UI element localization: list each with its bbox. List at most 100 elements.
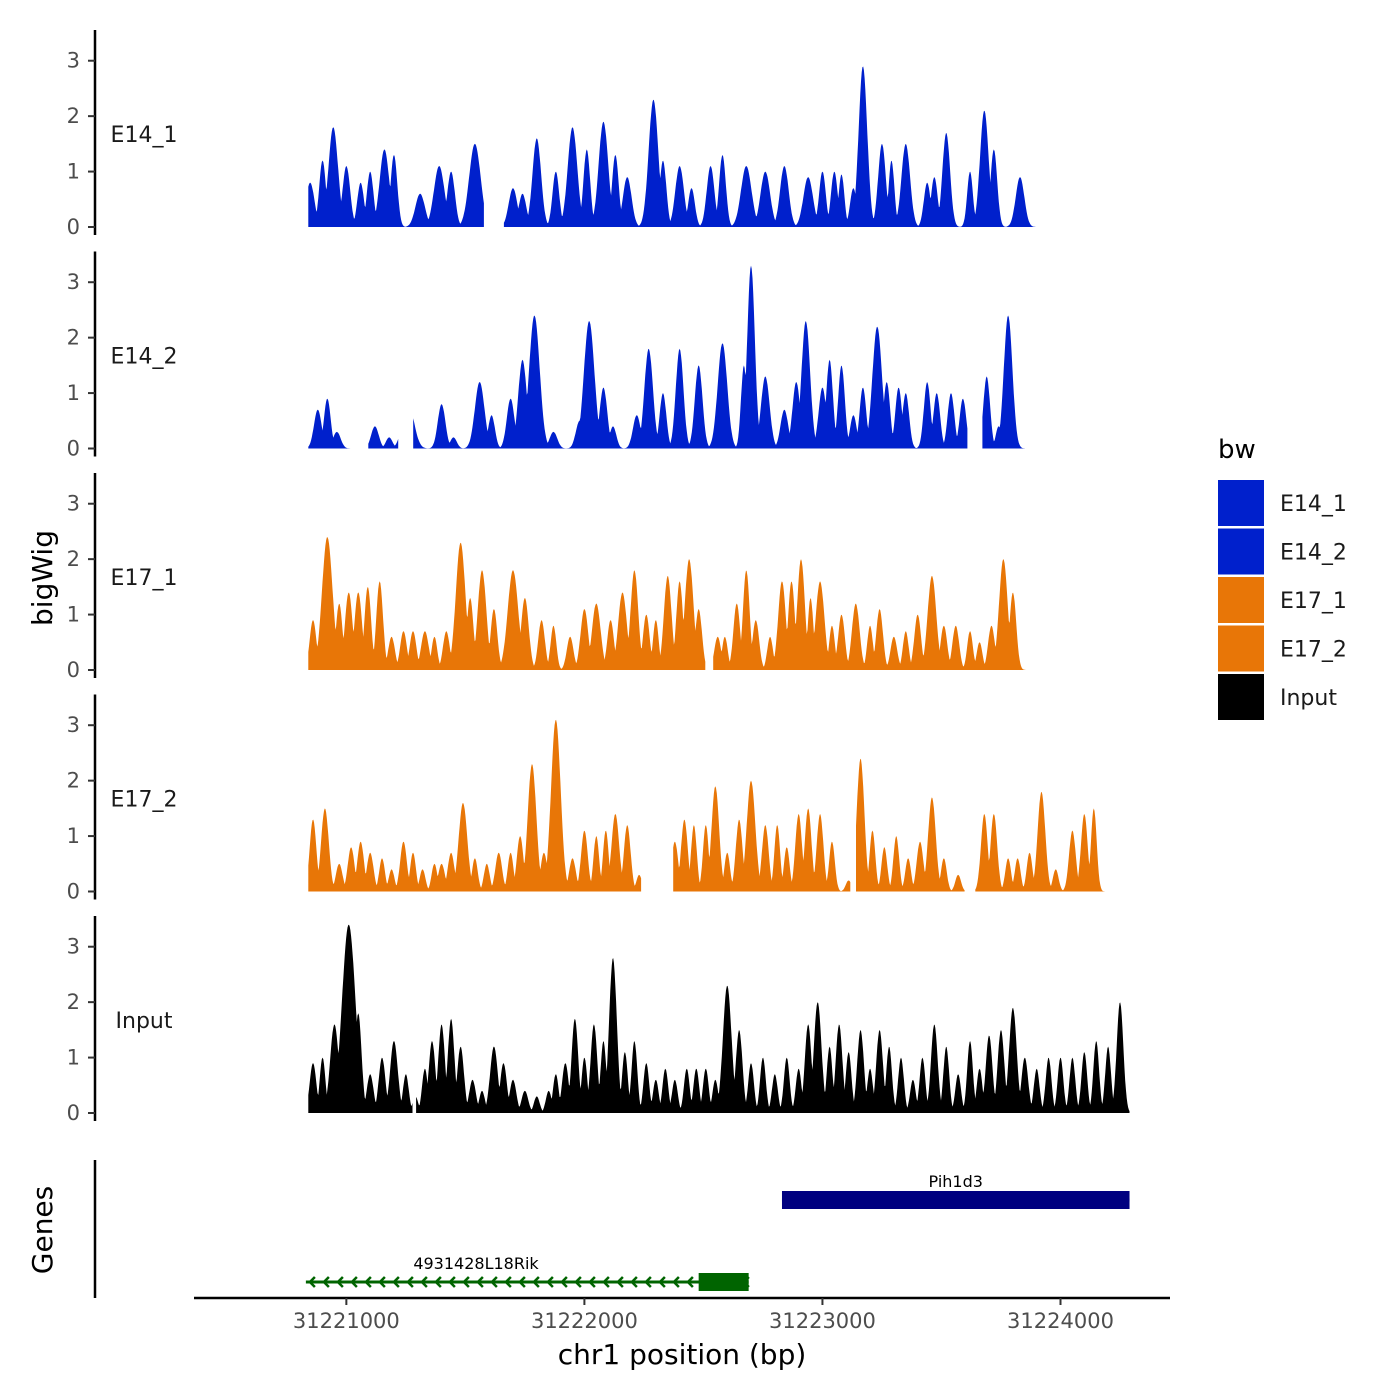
legend-label: Input xyxy=(1280,686,1337,711)
y-tick-label: 0 xyxy=(67,215,80,239)
coverage-area-e17_1-0 xyxy=(308,537,706,670)
genes-panel: Pih1d3 4931428L18Rik xyxy=(93,1160,1130,1298)
strand-arrow xyxy=(448,1276,456,1288)
y-tick-label: 2 xyxy=(67,547,80,571)
strand-arrow xyxy=(476,1276,484,1288)
coverage-area-e17_2-3 xyxy=(975,791,1130,892)
track-label: Input xyxy=(116,1009,173,1034)
strand-arrow xyxy=(364,1276,372,1288)
legend-title: bw xyxy=(1218,435,1256,465)
strand-arrow xyxy=(616,1276,624,1288)
legend-label: E17_2 xyxy=(1280,638,1347,663)
strand-arrow xyxy=(420,1276,428,1288)
strand-arrow xyxy=(588,1276,596,1288)
coverage-area-e14_2-3 xyxy=(982,315,1130,449)
y-tick-label: 1 xyxy=(67,1046,80,1070)
y-tick-label: 2 xyxy=(67,326,80,350)
coverage-area-input-1 xyxy=(416,958,1130,1113)
strand-arrow xyxy=(462,1276,470,1288)
coverage-area-e14_1-1 xyxy=(503,66,1096,227)
x-tick-label: 31221000 xyxy=(293,1309,400,1333)
y-tick-label: 3 xyxy=(67,49,80,73)
legend: bw E14_1 E14_2 E17_1 E17_2 Input xyxy=(1218,435,1347,720)
strand-arrow xyxy=(336,1276,344,1288)
y-tick-label: 0 xyxy=(67,437,80,461)
legend-key-e17_2 xyxy=(1218,625,1264,672)
y-tick-label: 1 xyxy=(67,381,80,405)
strand-arrow xyxy=(630,1276,638,1288)
gene-label: Pih1d3 xyxy=(929,1172,983,1191)
strand-arrow xyxy=(658,1276,666,1288)
track-panel-e14_2: 0 1 2 3 E14_2 xyxy=(67,251,1130,461)
strand-arrow xyxy=(490,1276,498,1288)
legend-label: E14_1 xyxy=(1280,492,1347,517)
y-tick-label: 2 xyxy=(67,769,80,793)
coverage-area-e14_2-1 xyxy=(368,426,399,449)
track-panel-input: 0 1 2 3 Input xyxy=(67,916,1130,1125)
legend-key-e14_1 xyxy=(1218,480,1264,526)
strand-arrow xyxy=(532,1276,540,1288)
track-label: E17_1 xyxy=(111,566,178,591)
track-label: E14_2 xyxy=(111,345,178,370)
x-tick-label: 31222000 xyxy=(531,1309,638,1333)
genes-axis-title: Genes xyxy=(26,1186,59,1274)
legend-key-e17_1 xyxy=(1218,577,1264,623)
strand-arrow xyxy=(518,1276,526,1288)
strand-arrow xyxy=(546,1276,554,1288)
coverage-area-e14_1-0 xyxy=(308,127,484,227)
y-tick-label: 0 xyxy=(67,1101,80,1125)
gene-exon xyxy=(781,1191,1130,1209)
y-tick-label: 3 xyxy=(67,270,80,294)
coverage-area-e14_2-0 xyxy=(308,398,356,449)
tracks-layer: 0 1 2 3 E14_1 0 1 2 3 E14_2 0 1 2 3 E17_1 0 1 2 3 E17_2 0 1 2 3… xyxy=(67,30,1130,1125)
y-tick-label: 3 xyxy=(67,492,80,516)
track-panel-e14_1: 0 1 2 3 E14_1 xyxy=(67,30,1096,239)
y-tick-label: 2 xyxy=(67,990,80,1014)
y-tick-label: 1 xyxy=(67,603,80,627)
x-axis: 31221000 31222000 31223000 31224000 xyxy=(194,1296,1170,1333)
strand-arrow xyxy=(392,1276,400,1288)
y-tick-label: 0 xyxy=(67,880,80,904)
strand-arrow xyxy=(602,1276,610,1288)
strand-arrow xyxy=(686,1276,694,1288)
strand-arrow xyxy=(308,1276,316,1288)
legend-key-e14_2 xyxy=(1218,528,1264,575)
legend-label: E14_2 xyxy=(1280,541,1347,566)
strand-arrow xyxy=(434,1276,442,1288)
y-tick-label: 1 xyxy=(67,824,80,848)
x-tick-label: 31224000 xyxy=(1007,1309,1114,1333)
gene-label: 4931428L18Rik xyxy=(413,1254,539,1273)
coverage-area-e17_2-2 xyxy=(856,758,965,892)
strand-arrow xyxy=(406,1276,414,1288)
strand-arrow xyxy=(672,1276,680,1288)
strand-arrow xyxy=(504,1276,512,1288)
strand-arrow xyxy=(322,1276,330,1288)
strand-arrow xyxy=(378,1276,386,1288)
legend-label: E17_1 xyxy=(1280,589,1347,614)
track-label: E17_2 xyxy=(111,788,178,813)
track-panel-e17_1: 0 1 2 3 E17_1 xyxy=(67,473,1130,682)
y-tick-label: 3 xyxy=(67,713,80,737)
strand-arrow xyxy=(574,1276,582,1288)
y-tick-label: 3 xyxy=(67,935,80,959)
y-tick-label: 2 xyxy=(67,104,80,128)
y-tick-label: 0 xyxy=(67,658,80,682)
gene-model-4931428l18rik: 4931428L18Rik xyxy=(305,1254,750,1291)
coverage-area-e14_2-2 xyxy=(413,265,968,449)
gene-exon xyxy=(698,1273,749,1291)
legend-key-input xyxy=(1218,674,1264,720)
x-tick-label: 31223000 xyxy=(769,1309,876,1333)
coverage-area-e17_1-1 xyxy=(713,559,1130,670)
coverage-area-input-0 xyxy=(308,924,413,1113)
y-tick-label: 1 xyxy=(67,160,80,184)
coverage-area-e17_2-1 xyxy=(673,780,851,892)
x-axis-title: chr1 position (bp) xyxy=(558,1338,807,1371)
gene-model-pih1d3: Pih1d3 xyxy=(781,1172,1130,1209)
coverage-area-e17_2-0 xyxy=(308,719,642,892)
strand-arrow xyxy=(560,1276,568,1288)
track-panel-e17_2: 0 1 2 3 E17_2 xyxy=(67,694,1130,904)
track-label: E14_1 xyxy=(111,123,178,148)
strand-arrow xyxy=(644,1276,652,1288)
strand-arrow xyxy=(350,1276,358,1288)
